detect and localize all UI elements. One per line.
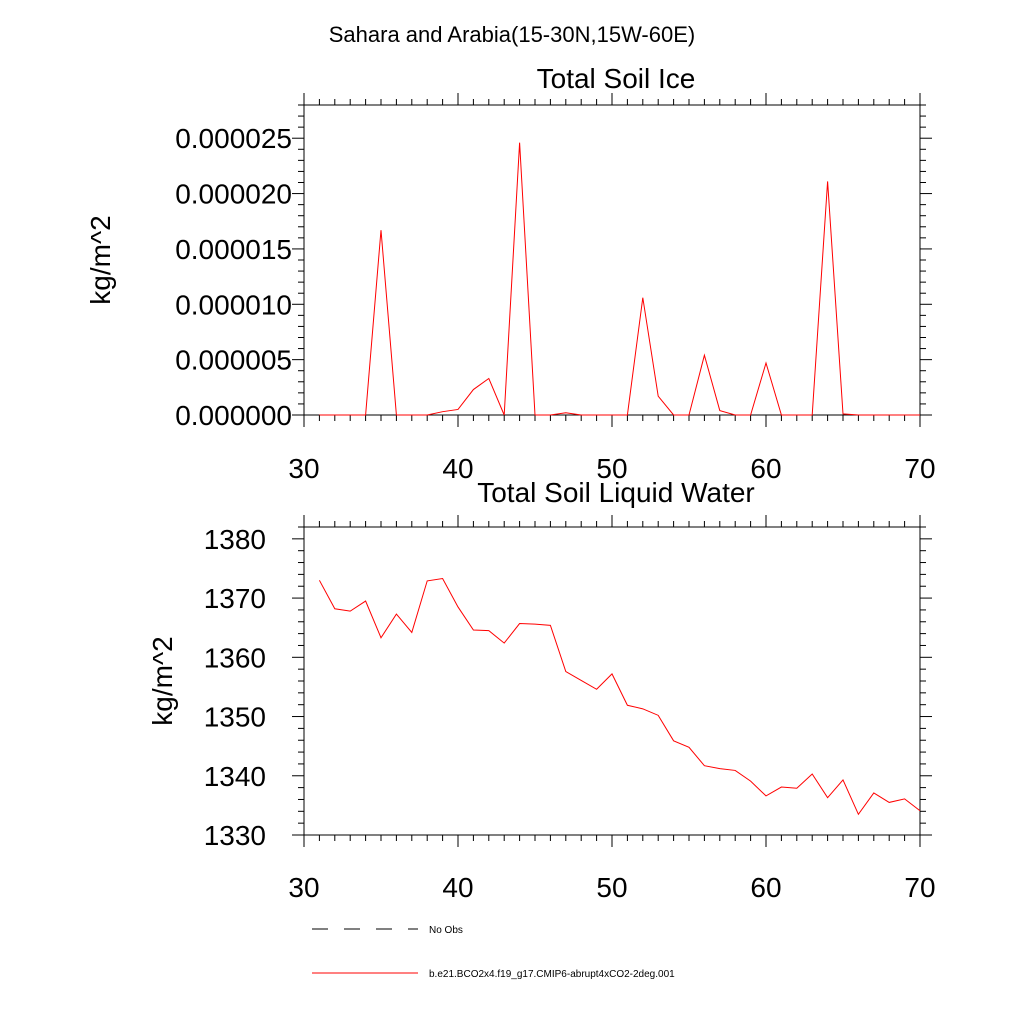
y-tick-label: 0.000000 [175,400,292,431]
y-tick-label: 0.000025 [175,123,292,154]
chart-title: Total Soil Ice [537,63,696,94]
y-tick-label: 1370 [204,583,266,614]
x-tick-label: 60 [750,872,781,903]
chart-title: Total Soil Liquid Water [477,477,755,508]
legend: No Obs b.e21.BCO2x4.f19_g17.CMIP6-abrupt4… [312,925,675,980]
y-tick-label: 0.000010 [175,289,292,320]
x-tick-label: 30 [288,453,319,484]
legend-entry: No Obs [312,925,463,936]
x-tick-label: 70 [904,872,935,903]
series-line [318,577,921,816]
x-tick-label: 40 [442,453,473,484]
plot-frame [303,104,921,416]
x-tick-label: 70 [904,453,935,484]
figure-suptitle: Sahara and Arabia(15-30N,15W-60E) [329,22,695,47]
series-line [319,142,920,416]
x-tick-label: 60 [750,453,781,484]
y-tick-label: 1350 [204,702,266,733]
y-tick-label: 1330 [204,820,266,851]
y-tick-label: 0.000020 [175,179,292,210]
legend-label: No Obs [429,925,463,936]
y-tick-label: 1360 [204,642,266,673]
x-tick-label: 40 [442,872,473,903]
plot-frame [303,526,921,836]
chart-panel-1: Total Soil Ice 30 40 50 60 70 0.000000 0.000005… [85,63,936,484]
y-axis-label: kg/m^2 [85,215,116,304]
y-tick-label: 1380 [204,524,266,555]
legend-entry: b.e21.BCO2x4.f19_g17.CMIP6-abrupt4xCO2-2… [312,969,675,980]
y-tick-label: 0.000015 [175,234,292,265]
x-tick-label: 30 [288,872,319,903]
legend-label: b.e21.BCO2x4.f19_g17.CMIP6-abrupt4xCO2-2… [429,969,675,980]
y-axis-label: kg/m^2 [147,636,178,725]
chart-panels: Total Soil Ice 30 40 50 60 70 0.000000 0.000005… [85,63,936,903]
chart-panel-2: Total Soil Liquid Water 30 40 50 60 70 1330 134… [147,477,936,903]
x-tick-label: 50 [596,453,627,484]
y-tick-label: 1340 [204,761,266,792]
y-tick-label: 0.000005 [175,345,292,376]
x-tick-label: 50 [596,872,627,903]
